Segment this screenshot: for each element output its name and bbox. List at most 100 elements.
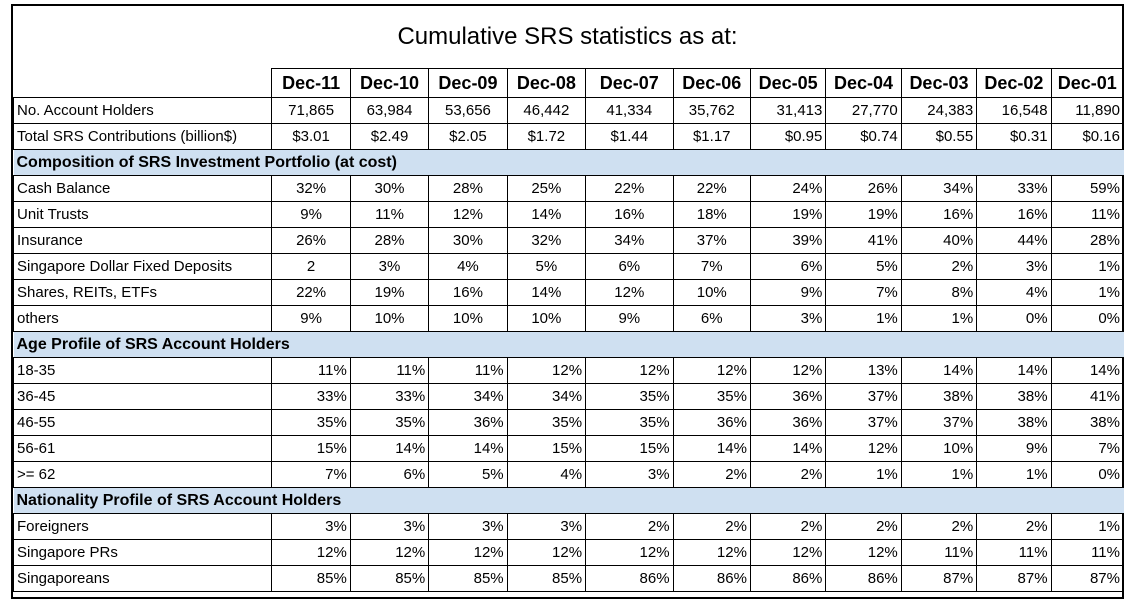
data-cell: 86% <box>585 565 674 592</box>
table-row: 18-35 11% 11% 11% 12% 12% 12% 12% 13% 14% 14% 14% <box>12 357 1125 384</box>
data-cell: 10% <box>349 305 430 332</box>
data-cell: 38% <box>976 409 1052 436</box>
data-cell: 10% <box>428 305 508 332</box>
table-row: No. Account Holders 71,865 63,984 53,656 46,… <box>12 97 1125 124</box>
sheet-title: Cumulative SRS statistics as at: <box>397 23 738 50</box>
data-cell: 6% <box>585 253 674 280</box>
data-cell: 36% <box>672 409 751 436</box>
data-cell: 3% <box>271 513 351 540</box>
header-row: Dec-11 Dec-10 Dec-09 Dec-08 Dec-07 Dec-06 Dec-… <box>13 68 1125 98</box>
data-cell: 15% <box>506 435 587 462</box>
data-cell: $2.05 <box>428 123 508 150</box>
data-cell: 14% <box>428 435 508 462</box>
table-row: >= 62 7% 6% 5% 4% 3% 2% 2% 1% 1% 1% 0% <box>12 461 1125 488</box>
data-cell: 11% <box>349 201 430 228</box>
data-cell: 34% <box>585 227 674 254</box>
data-cell: 9% <box>585 305 674 332</box>
column-header-dec-03: Dec-03 <box>900 68 978 98</box>
data-cell: 12% <box>428 201 508 228</box>
column-header-dec-05: Dec-05 <box>749 68 827 98</box>
table-row: Total SRS Contributions (billion$) $3.01 $… <box>12 123 1125 150</box>
data-cell: 1% <box>1050 279 1125 306</box>
row-label: 46-55 <box>12 409 273 436</box>
data-cell: 71,865 <box>271 97 351 124</box>
section-heading: Age Profile of SRS Account Holders <box>13 331 1124 358</box>
row-label: Singapore Dollar Fixed Deposits <box>12 253 273 280</box>
data-cell: $1.44 <box>585 123 674 150</box>
data-cell: $0.31 <box>976 123 1052 150</box>
data-cell: 1% <box>900 305 978 332</box>
row-label: 56-61 <box>12 435 273 462</box>
data-cell: 37% <box>825 409 902 436</box>
column-header-dec-04: Dec-04 <box>825 68 902 98</box>
data-cell: 3% <box>976 253 1052 280</box>
data-cell: 35% <box>271 409 351 436</box>
data-cell: 16,548 <box>976 97 1052 124</box>
data-cell: 37% <box>825 383 902 410</box>
table-row: 56-61 15% 14% 14% 15% 15% 14% 14% 12% 10% 9% 7% <box>12 435 1125 462</box>
data-cell: 26% <box>825 175 902 202</box>
row-label: >= 62 <box>12 461 273 488</box>
data-cell: 27,770 <box>825 97 902 124</box>
data-cell: 10% <box>672 279 751 306</box>
data-cell: 33% <box>976 175 1052 202</box>
data-cell: 7% <box>271 461 351 488</box>
data-cell: 3% <box>428 513 508 540</box>
data-cell: 11% <box>271 357 351 384</box>
data-cell: 44% <box>976 227 1052 254</box>
data-cell: 7% <box>825 279 902 306</box>
data-cell: 53,656 <box>428 97 508 124</box>
data-cell: 14% <box>749 435 827 462</box>
table-row: Unit Trusts 9% 11% 12% 14% 16% 18% 19% 19% 16% 16%… <box>12 201 1125 228</box>
data-cell: 16% <box>900 201 978 228</box>
column-header-dec-08: Dec-08 <box>506 68 587 98</box>
data-cell: 2% <box>825 513 902 540</box>
data-cell: 3% <box>349 253 430 280</box>
data-cell: 3% <box>506 513 587 540</box>
table-row: Foreigners 3% 3% 3% 3% 2% 2% 2% 2% 2% 2% 1% <box>12 513 1125 540</box>
data-cell: 11% <box>976 539 1052 566</box>
data-cell: 22% <box>672 175 751 202</box>
data-cell: 31,413 <box>749 97 827 124</box>
section-heading: Nationality Profile of SRS Account Holde… <box>13 487 1124 514</box>
data-cell: 6% <box>749 253 827 280</box>
row-label: Unit Trusts <box>12 201 273 228</box>
data-cell: 34% <box>900 175 978 202</box>
table-row: Shares, REITs, ETFs 22% 19% 16% 14% 12% 10% 9% 7… <box>12 279 1125 306</box>
data-cell: 14% <box>976 357 1052 384</box>
data-cell: 1% <box>1050 513 1125 540</box>
data-cell: 35% <box>349 409 430 436</box>
data-cell: 86% <box>825 565 902 592</box>
data-cell: 16% <box>428 279 508 306</box>
data-cell: 24,383 <box>900 97 978 124</box>
row-label: 18-35 <box>12 357 273 384</box>
data-cell: 4% <box>976 279 1052 306</box>
data-cell: $1.72 <box>506 123 587 150</box>
data-cell: 26% <box>271 227 351 254</box>
data-cell: 5% <box>428 461 508 488</box>
table-row: Singaporeans 85% 85% 85% 85% 86% 86% 86% 86% 87% 8… <box>12 565 1125 592</box>
data-cell: 12% <box>585 357 674 384</box>
data-cell: 22% <box>585 175 674 202</box>
data-cell: 9% <box>271 305 351 332</box>
data-cell: 2% <box>900 513 978 540</box>
table-body: No. Account Holders 71,865 63,984 53,656 46,… <box>12 97 1125 592</box>
data-cell: 32% <box>506 227 587 254</box>
column-header-dec-11: Dec-11 <box>271 68 351 98</box>
data-cell: 28% <box>349 227 430 254</box>
data-cell: 37% <box>672 227 751 254</box>
row-label: 36-45 <box>12 383 273 410</box>
data-cell: 2% <box>749 513 827 540</box>
data-cell: 38% <box>976 383 1052 410</box>
table-row: 46-55 35% 35% 36% 35% 35% 36% 36% 37% 37% 38% 38% <box>12 409 1125 436</box>
data-cell: 28% <box>428 175 508 202</box>
table-row: others 9% 10% 10% 10% 9% 6% 3% 1% 1% 0% 0% <box>12 305 1125 332</box>
section-header-row: Age Profile of SRS Account Holders <box>13 331 1124 358</box>
column-header-dec-10: Dec-10 <box>349 68 430 98</box>
data-cell: 46,442 <box>506 97 587 124</box>
row-label: Total SRS Contributions (billion$) <box>12 123 273 150</box>
data-cell: 7% <box>1050 435 1125 462</box>
row-label: Cash Balance <box>12 175 273 202</box>
data-cell: 1% <box>825 305 902 332</box>
data-cell: 87% <box>1050 565 1125 592</box>
